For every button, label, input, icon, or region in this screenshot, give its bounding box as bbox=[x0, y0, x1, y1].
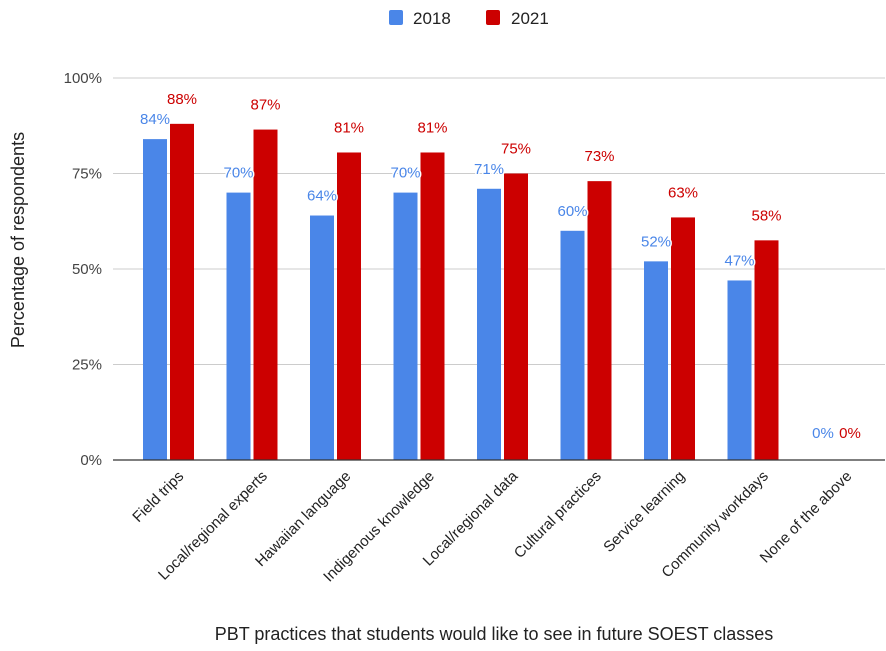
x-category-label: None of the above bbox=[757, 468, 856, 567]
data-label-2018-2: 64% bbox=[307, 188, 337, 205]
bar-2018-7 bbox=[727, 280, 752, 460]
bar-2021-0 bbox=[170, 123, 194, 460]
legend-label-2018: 2018 bbox=[413, 9, 451, 28]
data-label-2021-1: 87% bbox=[250, 97, 280, 114]
data-label-2018-7: 47% bbox=[724, 252, 754, 269]
data-label-2018-6: 52% bbox=[641, 233, 671, 250]
legend-swatch-2018 bbox=[389, 10, 403, 25]
y-axis-ticks: 0% 25% 50% 75% 100% bbox=[64, 70, 102, 469]
bar-2021-2 bbox=[337, 152, 361, 461]
data-label-2021-4: 75% bbox=[501, 141, 531, 158]
data-label-2018-4: 71% bbox=[474, 161, 504, 178]
x-axis-title: PBT practices that students would like t… bbox=[215, 624, 774, 644]
data-label-2018-0: 84% bbox=[140, 111, 170, 128]
y-tick-label: 50% bbox=[72, 261, 102, 278]
data-label-2021-3: 81% bbox=[417, 119, 447, 136]
bar-2021-5 bbox=[587, 181, 612, 460]
data-label-2018-1: 70% bbox=[223, 165, 253, 182]
data-label-2018-5: 60% bbox=[557, 203, 587, 220]
y-tick-label: 25% bbox=[72, 357, 102, 374]
bar-2021-3 bbox=[420, 152, 445, 461]
bar-2018-3 bbox=[393, 192, 418, 460]
bar-2021-4 bbox=[504, 173, 528, 460]
data-label-2021-7: 58% bbox=[751, 207, 781, 224]
bar-2018-6 bbox=[644, 261, 668, 460]
legend: 2018 2021 bbox=[389, 9, 549, 28]
data-label-2021-6: 63% bbox=[668, 184, 698, 201]
data-label-2021-2: 81% bbox=[334, 119, 364, 136]
y-tick-label: 0% bbox=[80, 452, 102, 469]
bar-2021-7 bbox=[754, 240, 779, 460]
y-tick-label: 100% bbox=[64, 70, 102, 87]
data-labels: 84% 88% 70% 87% 64% 81% 70% 81% 71% 75% 60% 73% 52% 6… bbox=[138, 89, 862, 443]
x-category-label: Cultural practices bbox=[511, 468, 605, 562]
legend-swatch-2021 bbox=[486, 10, 500, 25]
data-label-2021-5: 73% bbox=[584, 148, 614, 165]
data-label-2018-3: 70% bbox=[390, 165, 420, 182]
x-category-label: Field trips bbox=[129, 468, 187, 526]
bars bbox=[143, 123, 779, 461]
data-label-2018-8: 0% bbox=[812, 425, 834, 442]
data-label-2021-8: 0% bbox=[839, 425, 861, 442]
y-axis-title: Percentage of respondents bbox=[8, 132, 28, 348]
bar-2018-0 bbox=[143, 139, 167, 460]
bar-2018-1 bbox=[226, 192, 251, 460]
data-label-2021-0: 88% bbox=[167, 91, 197, 108]
y-tick-label: 75% bbox=[72, 166, 102, 183]
bar-2021-6 bbox=[671, 217, 695, 460]
bar-2018-4 bbox=[477, 188, 501, 460]
legend-label-2021: 2021 bbox=[511, 9, 549, 28]
bar-2018-5 bbox=[560, 230, 585, 460]
bar-2021-1 bbox=[253, 129, 278, 460]
bar-2018-2 bbox=[310, 215, 334, 460]
x-category-label: Service learning bbox=[600, 468, 688, 556]
